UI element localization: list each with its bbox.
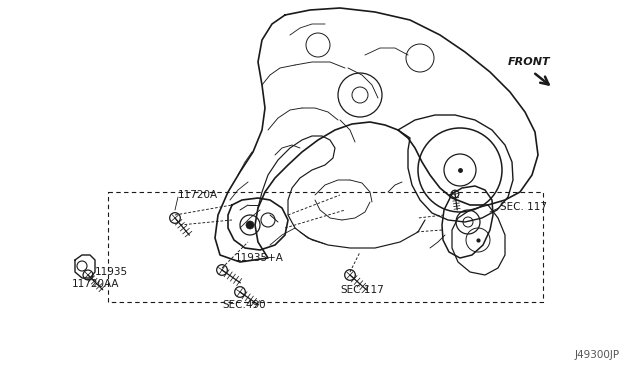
Circle shape [246, 221, 254, 229]
Text: SEC. 117: SEC. 117 [500, 202, 547, 212]
Text: 11720A: 11720A [178, 190, 218, 200]
Text: SEC.117: SEC.117 [340, 285, 384, 295]
Text: 11935: 11935 [95, 267, 128, 277]
Text: 11720AA: 11720AA [72, 279, 120, 289]
Text: J49300JP: J49300JP [575, 350, 620, 360]
Text: SEC.490: SEC.490 [222, 300, 266, 310]
Text: FRONT: FRONT [508, 57, 550, 67]
Text: 11935+A: 11935+A [235, 253, 284, 263]
